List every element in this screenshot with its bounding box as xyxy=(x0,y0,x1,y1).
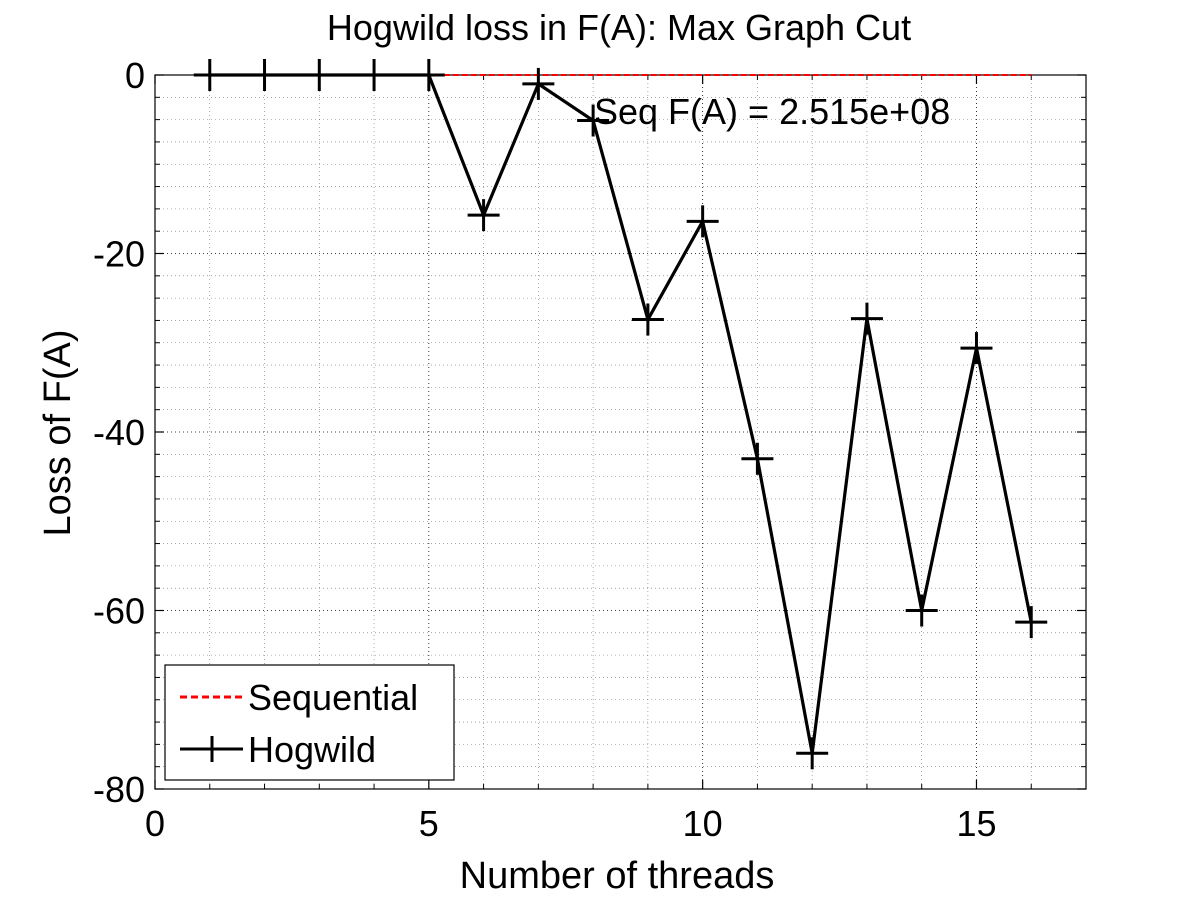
x-tick-label: 5 xyxy=(419,803,439,844)
series-hogwild-line xyxy=(209,73,1033,754)
hogwild-point-marker xyxy=(686,205,719,238)
hogwild-point-marker xyxy=(1015,606,1048,639)
hogwild-point-marker xyxy=(467,199,500,232)
legend: Sequential Hogwild xyxy=(164,664,455,781)
annotation-text: Seq F(A) = 2.515e+08 xyxy=(594,91,950,132)
hogwild-point-marker xyxy=(522,67,555,100)
y-tick-label: 0 xyxy=(125,55,145,96)
y-tick-label: -80 xyxy=(93,769,145,810)
legend-sequential-label: Sequential xyxy=(248,677,418,718)
hogwild-point-marker xyxy=(741,442,774,475)
x-tick-label: 0 xyxy=(145,803,165,844)
hogwild-point-marker xyxy=(850,302,883,335)
y-axis-label: Loss of F(A) xyxy=(37,330,79,537)
y-tick-label: -60 xyxy=(93,591,145,632)
y-tick-label: -40 xyxy=(93,412,145,453)
tick-labels: 0 5 10 15 0 -20 -40 -60 -80 xyxy=(93,55,997,844)
hogwild-point-marker xyxy=(248,59,281,91)
chart-title: Hogwild loss in F(A): Max Graph Cut xyxy=(327,7,911,48)
x-tick-label: 15 xyxy=(956,803,996,844)
hogwild-point-marker xyxy=(905,594,938,627)
hogwild-point-marker xyxy=(358,59,391,91)
hogwild-point-marker xyxy=(796,737,829,770)
hogwild-point-marker xyxy=(193,59,226,91)
y-tick-label: -20 xyxy=(93,234,145,275)
major-gridlines xyxy=(155,75,1086,789)
axis-ticks xyxy=(154,74,1086,790)
hogwild-point-marker xyxy=(303,59,336,91)
legend-hogwild-label: Hogwild xyxy=(248,729,376,770)
x-tick-label: 10 xyxy=(683,803,723,844)
hogwild-point-marker xyxy=(631,303,664,336)
series-layer xyxy=(193,59,1048,770)
hogwild-point-marker xyxy=(960,332,993,365)
hogwild-point-marker xyxy=(412,59,445,91)
hogwild-point-marker xyxy=(577,104,610,137)
x-axis-label: Number of threads xyxy=(460,855,775,897)
